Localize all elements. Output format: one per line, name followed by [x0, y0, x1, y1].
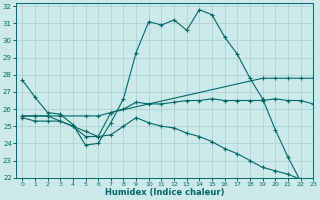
X-axis label: Humidex (Indice chaleur): Humidex (Indice chaleur) [105, 188, 224, 197]
